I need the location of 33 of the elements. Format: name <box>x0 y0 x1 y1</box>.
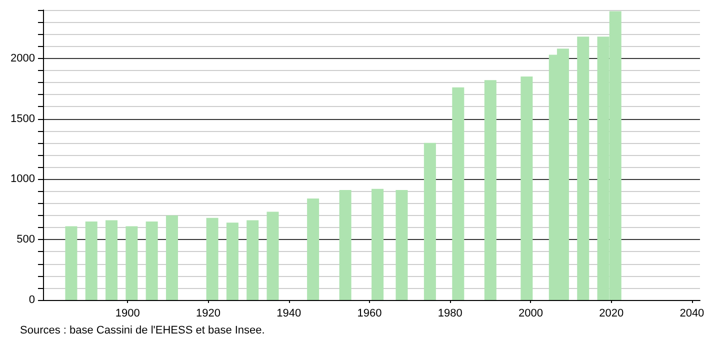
y-tick-label: 500 <box>16 234 35 246</box>
bar <box>307 198 320 300</box>
y-tick-label: 2000 <box>10 52 35 64</box>
x-tick-label: 1980 <box>438 308 462 320</box>
x-tick-label: 1900 <box>115 308 140 320</box>
bar <box>372 188 384 300</box>
y-tick-label: 1500 <box>10 112 35 125</box>
x-tick-label: 1960 <box>357 308 382 320</box>
bar <box>106 220 118 300</box>
bar <box>206 218 218 300</box>
bar <box>85 221 98 300</box>
bar <box>424 142 436 300</box>
x-tick-label: 2040 <box>680 308 704 320</box>
bar <box>484 80 496 300</box>
bar <box>520 76 533 300</box>
bar <box>226 222 238 300</box>
source-note: Sources : base Cassini de l'EHESS et base Insee. <box>20 324 265 336</box>
bar <box>246 220 259 300</box>
x-tick-label: 2020 <box>599 308 624 320</box>
bar <box>577 36 590 300</box>
bar <box>65 226 78 300</box>
bar <box>126 226 138 300</box>
bar <box>266 212 279 300</box>
bar <box>452 87 464 300</box>
bar <box>339 190 352 300</box>
y-tick-label: 0 <box>28 294 35 306</box>
bar <box>146 221 158 300</box>
bar <box>166 215 178 300</box>
x-tick-label: 2000 <box>518 308 543 320</box>
x-tick-label: 1940 <box>276 308 302 320</box>
bar <box>396 190 408 300</box>
x-tick-label: 1920 <box>196 308 220 320</box>
y-tick-label: 1000 <box>10 173 35 186</box>
